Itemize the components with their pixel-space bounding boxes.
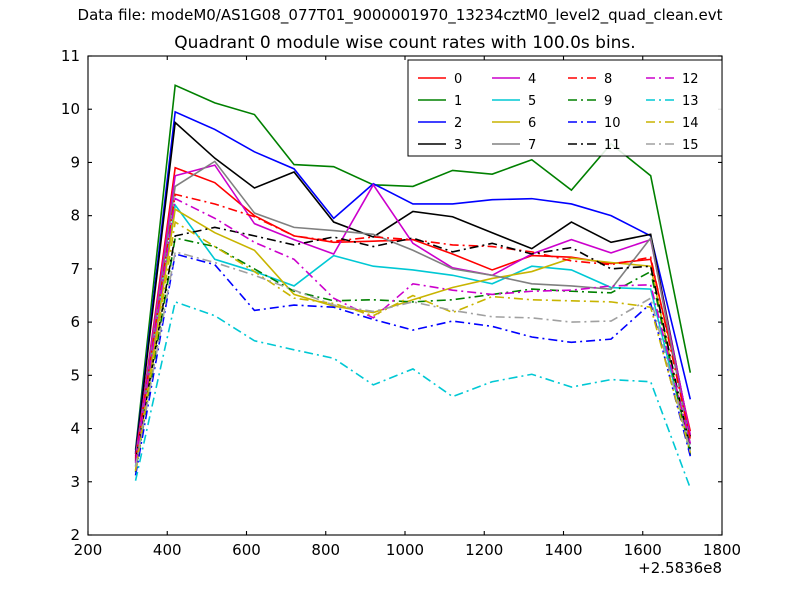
series-line-4 [134, 164, 692, 457]
series-line-7 [134, 160, 692, 461]
y-tick-label: 10 [61, 100, 80, 118]
figure-suptitle: Data file: modeM0/AS1G08_077T01_90000019… [78, 6, 723, 25]
legend-label-4: 4 [528, 72, 536, 87]
series-line-2 [134, 110, 692, 453]
series-line-5 [134, 202, 692, 466]
series-line-8 [134, 193, 692, 460]
x-tick-label: 1800 [703, 541, 741, 559]
legend-frame [407, 59, 723, 157]
legend-label-1: 1 [454, 94, 462, 109]
legend-label-7: 7 [528, 138, 536, 153]
legend-label-13: 13 [682, 94, 699, 109]
x-tick-label: 1600 [624, 541, 662, 559]
legend-label-11: 11 [604, 138, 621, 153]
legend-label-12: 12 [682, 72, 699, 87]
series-line-12 [134, 197, 692, 464]
x-tick-label: 200 [74, 541, 103, 559]
legend-label-3: 3 [454, 138, 462, 153]
series-line-3 [134, 120, 692, 455]
y-tick-label: 4 [70, 420, 80, 438]
x-tick-label: 800 [311, 541, 340, 559]
x-tick-label: 600 [232, 541, 261, 559]
legend-label-14: 14 [682, 116, 699, 131]
series-line-10 [134, 252, 692, 476]
x-axis-ticks: 200 400 600 800 1000 1200 1400 1600 1800 [74, 56, 741, 559]
y-tick-label: 5 [70, 366, 80, 384]
legend-label-10: 10 [604, 116, 621, 131]
legend-label-8: 8 [604, 72, 612, 87]
legend-label-5: 5 [528, 94, 536, 109]
legend-label-2: 2 [454, 116, 462, 131]
x-tick-label: 400 [153, 541, 182, 559]
y-tick-label: 11 [61, 47, 80, 65]
series-line-9 [134, 237, 692, 473]
x-tick-label: 1400 [544, 541, 582, 559]
x-tick-label: 1000 [386, 541, 424, 559]
y-tick-label: 2 [70, 526, 80, 544]
series-line-13 [134, 300, 692, 489]
series-line-15 [134, 250, 692, 468]
series-line-1 [134, 84, 692, 450]
series-line-11 [134, 226, 692, 462]
series-lines [134, 84, 692, 489]
legend-label-6: 6 [528, 116, 536, 131]
y-tick-label: 6 [70, 313, 80, 331]
x-axis-offset-label: +2.5836e8 [638, 559, 722, 577]
y-tick-label: 8 [70, 207, 80, 225]
legend-label-9: 9 [604, 94, 612, 109]
y-tick-label: 7 [70, 260, 80, 278]
series-line-14 [134, 220, 692, 472]
legend-label-0: 0 [454, 72, 462, 87]
y-tick-label: 3 [70, 473, 80, 491]
x-tick-label: 1200 [465, 541, 503, 559]
y-tick-label: 9 [70, 153, 80, 171]
chart-title: Quadrant 0 module wise count rates with … [174, 33, 635, 53]
legend-label-15: 15 [682, 138, 699, 153]
